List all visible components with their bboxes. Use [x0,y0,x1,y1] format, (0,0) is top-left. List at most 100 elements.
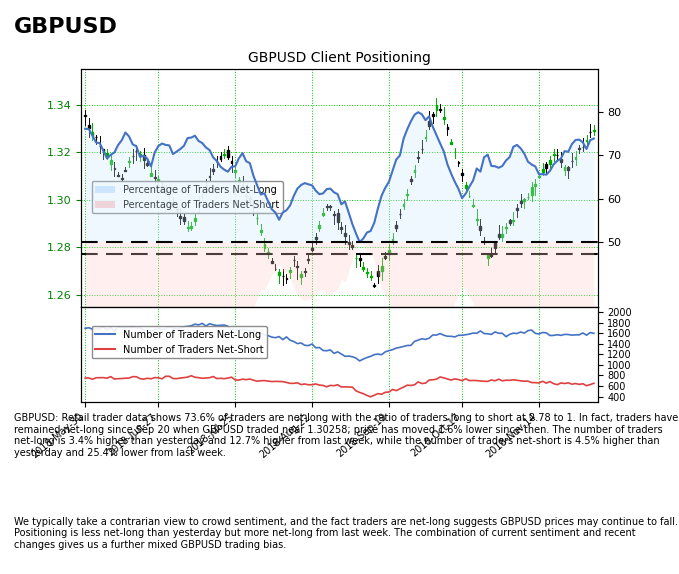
Bar [487,255,489,258]
Bar [545,164,547,168]
Bar [344,234,346,236]
Bar [549,161,551,164]
Bar [223,154,225,155]
Bar [285,278,287,279]
Bar [494,243,496,249]
Bar [472,205,474,206]
Bar [208,176,210,177]
Bar [238,180,240,183]
Bar [593,130,595,131]
Bar [113,168,115,169]
Bar [333,214,335,215]
Bar [410,179,411,181]
Bar [187,227,189,228]
Bar [403,204,405,206]
Bar [519,201,521,203]
Bar [428,121,430,126]
Bar [271,261,273,263]
Bar [340,227,342,228]
Bar [432,114,434,116]
Bar [179,216,181,218]
Bar [538,176,540,177]
Bar [263,244,265,248]
Bar [322,213,324,215]
Bar [106,153,108,156]
Bar [168,201,170,203]
Bar [311,248,313,250]
Bar [300,274,302,277]
Bar [377,271,379,276]
Bar [461,173,463,175]
Bar [388,250,390,254]
Bar [568,168,569,170]
Bar [158,179,160,181]
Bar [359,258,361,259]
Bar [363,267,364,269]
Bar [315,236,316,239]
Bar [183,217,185,221]
Bar [139,154,141,156]
Bar [161,186,163,188]
Bar [443,117,445,119]
Bar [564,167,566,170]
Bar [289,270,291,272]
Legend: Percentage of Traders Net-Long, Percentage of Traders Net-Short: Percentage of Traders Net-Long, Percenta… [92,181,282,214]
Title: GBPUSD Client Positioning: GBPUSD Client Positioning [248,51,431,65]
Bar [128,161,130,162]
Bar [176,208,177,210]
Bar [172,202,174,204]
Bar [136,150,137,151]
Bar [153,177,155,178]
Bar [308,259,310,260]
Bar [337,213,339,222]
Bar [234,170,236,172]
Bar [381,266,382,271]
Bar [231,161,232,163]
Bar [542,169,543,172]
Bar [424,137,426,138]
Bar [249,197,251,199]
Bar [194,219,196,220]
Bar [329,206,331,207]
Text: We typically take a contrarian view to crowd sentiment, and the fact traders are: We typically take a contrarian view to c… [14,517,678,550]
Bar [103,149,105,151]
Bar [384,257,386,258]
Bar [553,154,555,155]
Bar [505,227,507,228]
Bar [260,230,261,232]
Bar [92,131,94,135]
Bar [585,140,587,141]
Bar [150,173,152,176]
Text: GBPUSD: Retail trader data shows 73.6% of traders are net-long with the ratio of: GBPUSD: Retail trader data shows 73.6% o… [14,413,678,458]
Bar [435,105,437,110]
Bar [502,234,503,238]
Bar [479,226,481,230]
Bar [574,157,576,160]
Bar [524,199,526,201]
Bar [406,193,408,195]
Bar [450,142,452,144]
Bar [498,234,500,236]
Bar [560,159,562,162]
Bar [513,220,514,221]
Bar [124,170,126,171]
Bar [447,127,448,129]
Bar [219,156,221,159]
Bar [509,220,511,223]
Bar [531,187,532,195]
Bar [476,219,477,220]
Bar [213,169,214,171]
Text: GBPUSD: GBPUSD [14,17,117,37]
Bar [190,226,192,228]
Bar [268,253,269,254]
Legend: Number of Traders Net-Long, Number of Traders Net-Short: Number of Traders Net-Long, Number of Tr… [92,326,267,358]
Bar [88,125,90,128]
Bar [326,205,327,207]
Bar [352,245,353,247]
Bar [278,272,280,275]
Bar [117,175,119,176]
Bar [253,207,255,208]
Bar [304,271,306,272]
Bar [198,204,200,205]
Bar [110,160,111,164]
